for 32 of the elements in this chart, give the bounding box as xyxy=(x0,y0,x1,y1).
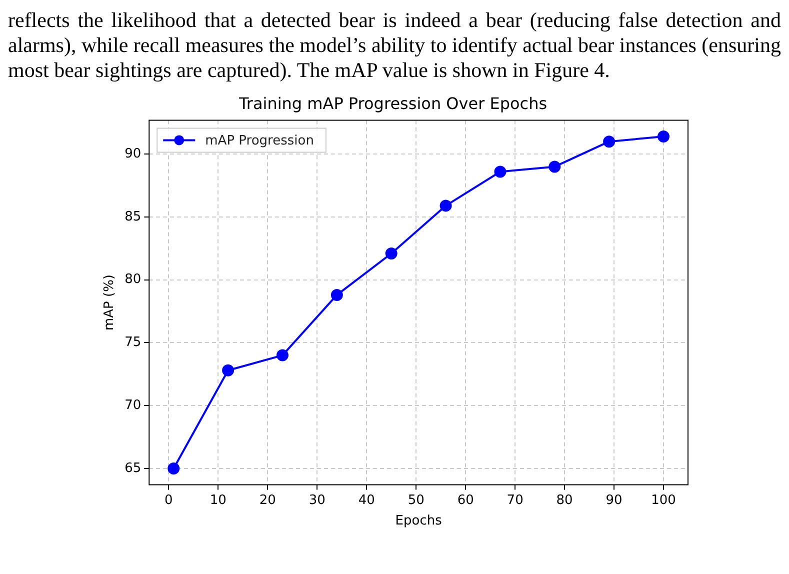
x-tick-label: 60 xyxy=(457,492,474,508)
x-tick-label: 70 xyxy=(506,492,524,508)
text: reflects the likelihood that a detected bear is indeed a bear (reducing false detection and alarms), while recall measures the model’s ability to identify actual bear instances (ensuring most bear sightings are captured). The mAP value is shown in Figure 4. xyxy=(8,8,781,83)
x-tick-label: 30 xyxy=(308,492,326,508)
point xyxy=(168,462,180,474)
x-axis-title: Epochs xyxy=(395,514,442,529)
x-tick-label: 0 xyxy=(164,492,173,508)
point xyxy=(440,200,452,212)
x-tick-label: 90 xyxy=(606,492,622,508)
x-tick-label: 20 xyxy=(259,492,276,508)
point xyxy=(603,136,616,148)
point xyxy=(385,247,398,260)
x-tick-label: 10 xyxy=(210,492,226,508)
y-tick-label: 80 xyxy=(124,272,142,288)
point xyxy=(330,288,343,301)
y-tick-label: 75 xyxy=(124,335,142,350)
y-tick-label: 70 xyxy=(124,398,142,413)
y-tick-label: 65 xyxy=(124,460,142,476)
y-tick-label: 90 xyxy=(124,146,142,162)
point xyxy=(658,130,670,143)
chart-title: Training mAP Progression Over Epochs xyxy=(238,94,548,113)
y-axis-title: mAP (%) xyxy=(102,274,118,331)
point xyxy=(548,160,561,173)
y-tick-label: 85 xyxy=(124,209,142,224)
x-tick-label: 50 xyxy=(408,492,424,508)
x-tick-label: 100 xyxy=(651,492,676,508)
x-tick-label: 40 xyxy=(358,492,375,508)
point xyxy=(494,166,506,178)
point xyxy=(222,364,234,376)
x-tick-label: 80 xyxy=(556,492,573,508)
point xyxy=(276,349,288,362)
legend-label: mAP Progression xyxy=(205,134,314,149)
